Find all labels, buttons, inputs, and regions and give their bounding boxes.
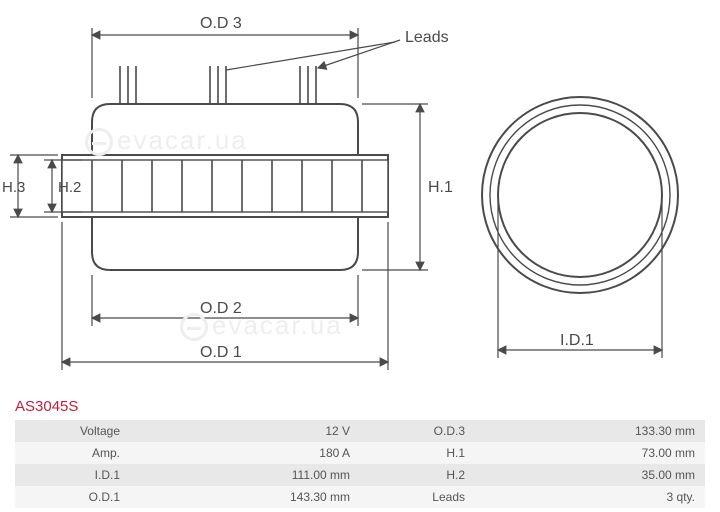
spec-value: 35.00 mm — [475, 464, 705, 486]
table-row: I.D.1 111.00 mm H.2 35.00 mm — [15, 464, 705, 486]
dim-label-h2: H.2 — [58, 179, 81, 196]
side-and-top-view-svg: O.D 3 Leads H.1 H.3 H.2 O.D 2 O.D 1 I.D.… — [0, 0, 720, 395]
spec-label: O.D.1 — [15, 486, 130, 508]
spec-value: 143.30 mm — [130, 486, 360, 508]
dim-label-od1: O.D 1 — [200, 344, 242, 361]
spec-label: H.1 — [360, 442, 475, 464]
dim-label-od3: O.D 3 — [200, 15, 242, 32]
spec-value: 133.30 mm — [475, 420, 705, 442]
spec-value: 12 V — [130, 420, 360, 442]
dim-label-h3: H.3 — [2, 179, 25, 196]
dim-label-od2: O.D 2 — [200, 300, 242, 317]
spec-label: Leads — [360, 486, 475, 508]
dim-label-id1: I.D.1 — [560, 332, 594, 349]
dim-label-leads: Leads — [405, 29, 449, 46]
spec-label: Amp. — [15, 442, 130, 464]
table-row: Voltage 12 V O.D.3 133.30 mm — [15, 420, 705, 442]
dim-label-h1: H.1 — [428, 179, 453, 196]
spec-label: O.D.3 — [360, 420, 475, 442]
spec-label: H.2 — [360, 464, 475, 486]
spec-table: Voltage 12 V O.D.3 133.30 mm Amp. 180 A … — [15, 420, 705, 508]
spec-value: 73.00 mm — [475, 442, 705, 464]
spec-value: 111.00 mm — [130, 464, 360, 486]
table-row: O.D.1 143.30 mm Leads 3 qty. — [15, 486, 705, 508]
technical-diagram: O.D 3 Leads H.1 H.3 H.2 O.D 2 O.D 1 I.D.… — [0, 0, 720, 395]
part-code: AS3045S — [15, 398, 78, 415]
table-row: Amp. 180 A H.1 73.00 mm — [15, 442, 705, 464]
spec-label: Voltage — [15, 420, 130, 442]
spec-label: I.D.1 — [15, 464, 130, 486]
spec-value: 3 qty. — [475, 486, 705, 508]
spec-value: 180 A — [130, 442, 360, 464]
